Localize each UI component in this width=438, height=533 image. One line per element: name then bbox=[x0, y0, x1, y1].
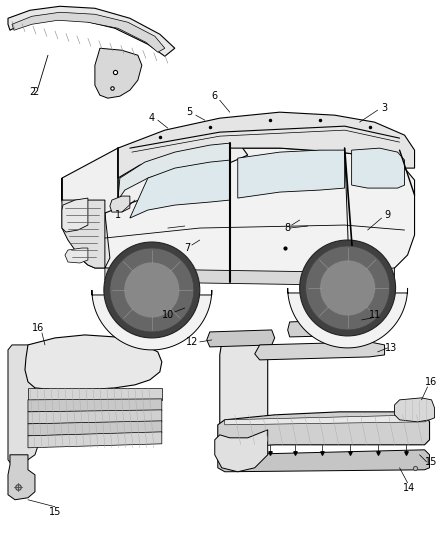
Circle shape bbox=[110, 248, 194, 332]
Text: 15: 15 bbox=[425, 457, 438, 467]
Polygon shape bbox=[28, 421, 162, 436]
Polygon shape bbox=[288, 288, 408, 348]
Polygon shape bbox=[95, 48, 142, 98]
Text: 16: 16 bbox=[425, 377, 438, 387]
Polygon shape bbox=[110, 196, 130, 212]
Polygon shape bbox=[28, 399, 162, 412]
Polygon shape bbox=[105, 268, 395, 285]
Polygon shape bbox=[218, 450, 430, 472]
Polygon shape bbox=[207, 330, 275, 347]
Polygon shape bbox=[62, 178, 110, 268]
Text: 6: 6 bbox=[212, 91, 218, 101]
Polygon shape bbox=[288, 320, 370, 337]
Polygon shape bbox=[28, 410, 162, 424]
Polygon shape bbox=[220, 335, 268, 455]
Polygon shape bbox=[8, 345, 42, 465]
Text: 11: 11 bbox=[368, 310, 381, 320]
Polygon shape bbox=[118, 143, 230, 200]
Text: 10: 10 bbox=[162, 310, 174, 320]
Polygon shape bbox=[395, 398, 434, 422]
Text: 2: 2 bbox=[32, 87, 38, 97]
Polygon shape bbox=[12, 12, 165, 52]
Polygon shape bbox=[118, 112, 414, 178]
Text: 9: 9 bbox=[385, 210, 391, 220]
Circle shape bbox=[104, 242, 200, 338]
Text: 15: 15 bbox=[49, 507, 61, 516]
Polygon shape bbox=[130, 160, 230, 218]
Text: 12: 12 bbox=[186, 337, 198, 347]
Polygon shape bbox=[92, 290, 212, 350]
Polygon shape bbox=[215, 430, 268, 472]
Polygon shape bbox=[62, 130, 248, 213]
Polygon shape bbox=[105, 148, 414, 282]
Polygon shape bbox=[25, 335, 162, 390]
Circle shape bbox=[306, 246, 389, 330]
Circle shape bbox=[124, 262, 180, 318]
Text: 13: 13 bbox=[385, 343, 398, 353]
Polygon shape bbox=[238, 150, 345, 198]
Polygon shape bbox=[62, 198, 88, 232]
Text: 7: 7 bbox=[185, 243, 191, 253]
Text: 3: 3 bbox=[381, 103, 388, 113]
Text: 5: 5 bbox=[187, 107, 193, 117]
Text: 14: 14 bbox=[403, 483, 416, 493]
Polygon shape bbox=[225, 415, 430, 425]
Circle shape bbox=[300, 240, 396, 336]
Polygon shape bbox=[28, 388, 162, 400]
Circle shape bbox=[320, 260, 376, 316]
Text: 1: 1 bbox=[115, 210, 121, 220]
Polygon shape bbox=[65, 248, 88, 263]
Polygon shape bbox=[8, 455, 35, 500]
Polygon shape bbox=[28, 432, 162, 448]
Polygon shape bbox=[352, 148, 405, 188]
Polygon shape bbox=[255, 342, 385, 360]
Text: 16: 16 bbox=[32, 323, 44, 333]
Polygon shape bbox=[8, 6, 175, 56]
Text: 2: 2 bbox=[29, 87, 35, 97]
Polygon shape bbox=[218, 412, 430, 448]
Text: 8: 8 bbox=[285, 223, 291, 233]
Polygon shape bbox=[62, 200, 105, 268]
Text: 4: 4 bbox=[149, 113, 155, 123]
